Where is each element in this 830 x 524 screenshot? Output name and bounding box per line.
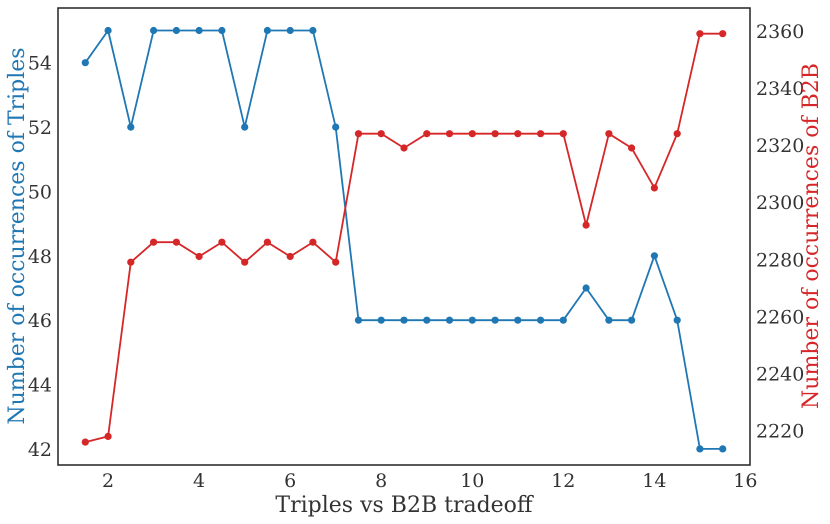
right-y-tick-label: 2360 (756, 21, 804, 43)
series-2-point (491, 130, 499, 138)
right-y-tick-label: 2220 (756, 421, 804, 443)
series-1-point (468, 316, 476, 324)
series-2-point (263, 238, 271, 246)
x-tick-label: 14 (642, 470, 666, 492)
left-y-tick-label: 46 (28, 310, 52, 332)
left-y-tick-label: 48 (28, 246, 52, 268)
series-1-point (423, 316, 431, 324)
x-tick-label: 4 (193, 470, 205, 492)
x-tick-label: 10 (460, 470, 484, 492)
series-2-point (514, 130, 522, 138)
series-2-point (104, 432, 112, 440)
right-y-tick-label: 2240 (756, 364, 804, 386)
series-2-point (332, 258, 340, 266)
series-1-point (263, 26, 271, 35)
left-y-axis-label: Number of occurrences of Triples (5, 47, 30, 424)
series-1-point (127, 123, 135, 131)
series-2-point (354, 130, 363, 138)
x-axis-label: Triples vs B2B tradeoff (275, 493, 534, 518)
series-1-point (696, 445, 704, 453)
series-2-point (445, 130, 454, 138)
series-2-point (309, 238, 317, 246)
series-1-point (150, 26, 158, 35)
series-2-point (468, 130, 476, 138)
right-y-axis-label: Number of occurrences of B2B (799, 63, 824, 409)
right-y-tick-label: 2280 (756, 249, 804, 271)
right-y-axis-ticks: 2220 2240 2260 2280 2300 2320 2340 2360 (756, 21, 804, 443)
series-1-point (195, 26, 203, 35)
left-y-tick-label: 42 (28, 439, 52, 461)
series-1-point (81, 59, 89, 67)
series-2-point (377, 130, 385, 138)
series-2-point (241, 258, 249, 266)
series-1-point (491, 316, 499, 324)
left-y-axis-ticks: 42 44 46 48 50 52 54 (28, 53, 52, 461)
series-1-point (719, 445, 727, 453)
series-2-point (582, 221, 590, 229)
series-2-point (628, 144, 636, 152)
series-2-point (81, 438, 89, 446)
series-1-point (400, 316, 408, 324)
series-lines (84, 28, 723, 450)
series-1-point (377, 316, 385, 324)
series-2-point (218, 238, 226, 246)
series-2-point (127, 258, 135, 266)
series-1-line (84, 28, 723, 450)
x-tick-label: 2 (102, 470, 114, 492)
series-1-point (605, 316, 613, 324)
x-tick-label: 12 (551, 470, 575, 492)
series-1-point (172, 26, 180, 35)
plot-frame (57, 7, 751, 466)
series-2-point (286, 252, 294, 261)
series-1-point (673, 316, 681, 324)
series-2-point (400, 144, 408, 152)
series-1-point (537, 316, 545, 324)
series-1-point (559, 316, 567, 324)
series-1-point (332, 123, 340, 131)
series-2-point (423, 130, 431, 138)
series-2-point (673, 130, 681, 138)
series-2-point (650, 184, 659, 192)
left-y-tick-label: 54 (28, 53, 52, 75)
series-2-point (537, 130, 545, 138)
left-y-tick-label: 52 (28, 117, 52, 139)
series-2-point (195, 252, 203, 261)
series-points (81, 26, 727, 453)
series-2-point (150, 238, 158, 246)
right-y-tick-label: 2260 (756, 307, 804, 329)
series-1-point (286, 26, 294, 35)
left-y-tick-label: 44 (28, 375, 52, 397)
series-1-point (445, 316, 454, 324)
right-y-tick-label: 2300 (756, 192, 804, 214)
x-axis-ticks: 2 4 6 8 10 12 14 16 (102, 470, 757, 492)
series-2-point (719, 30, 727, 38)
series-1-point (514, 316, 522, 324)
series-1-point (354, 316, 363, 324)
series-1-point (104, 26, 112, 35)
series-1-point (309, 26, 317, 35)
series-1-point (582, 284, 590, 292)
right-y-tick-label: 2320 (756, 135, 804, 157)
right-y-tick-label: 2340 (756, 78, 804, 100)
series-2-point (605, 130, 613, 138)
x-tick-label: 16 (733, 470, 757, 492)
series-2-point (172, 238, 180, 246)
series-2-line (85, 32, 723, 443)
series-1-point (650, 252, 659, 260)
series-2-point (559, 130, 567, 138)
series-2-point (696, 30, 704, 38)
left-y-tick-label: 50 (28, 181, 52, 203)
x-tick-label: 8 (375, 470, 387, 492)
series-1-point (218, 26, 226, 35)
series-1-point (628, 316, 636, 324)
x-tick-label: 6 (284, 470, 296, 492)
series-1-point (241, 123, 249, 131)
